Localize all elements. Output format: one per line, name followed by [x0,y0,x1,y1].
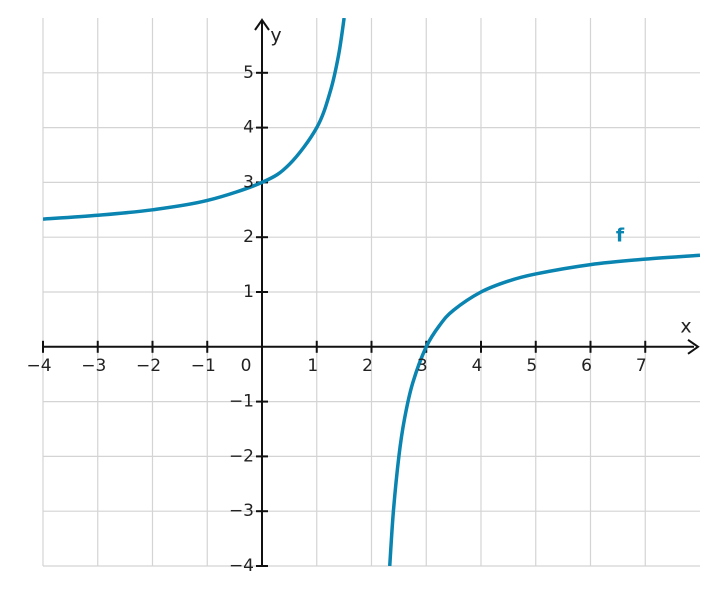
x-tick-label: −2 [136,356,161,376]
x-tick-label: 2 [362,356,373,376]
curve [43,18,700,566]
x-tick-label: −3 [81,356,106,376]
y-axis-label: y [270,25,281,47]
x-axis-label: x [680,315,691,337]
x-axis-arrow [687,338,700,355]
y-tick-label: −1 [229,392,254,412]
y-axis-arrow [254,18,270,31]
y-tick-label: −2 [229,446,254,466]
y-tick-label: −3 [229,501,254,521]
x-tick-label: −4 [26,356,51,376]
x-tick-label: 3 [417,356,428,376]
y-tick-label: 2 [243,227,254,247]
x-tick-label: 0 [241,356,252,376]
y-tick-label: −4 [229,556,254,576]
y-tick-label: 3 [243,172,254,192]
x-tick-label: 1 [307,356,318,376]
x-tick-label: 7 [636,356,647,376]
y-tick-label: 1 [243,282,254,302]
x-tick-label: 4 [472,356,483,376]
y-tick-label: 4 [243,118,254,138]
x-tick-label: −1 [191,356,216,376]
y-tick-label: 5 [243,63,254,83]
x-tick-label: 6 [581,356,592,376]
x-tick-label: 5 [526,356,537,376]
curve-label: f [616,225,625,247]
